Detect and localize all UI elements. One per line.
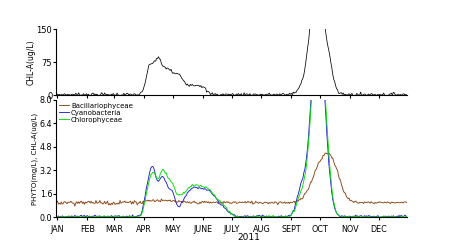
Chlorophyceae [194,183,199,186]
Chlorophyceae [54,215,59,218]
Bacillariophyceae [72,205,77,208]
Line: Chlorophyceae: Chlorophyceae [56,39,406,217]
Cyanobacteria [151,166,156,169]
Bacillariophyceae [389,201,394,204]
Cyanobacteria [355,216,361,219]
Cyanobacteria [196,186,201,189]
Bacillariophyceae [403,201,409,204]
Y-axis label: CHL-A(ug/L): CHL-A(ug/L) [26,40,35,85]
Cyanobacteria [314,36,319,39]
Bacillariophyceae [151,198,156,201]
Chlorophyceae [55,216,61,219]
Line: Bacillariophyceae: Bacillariophyceae [56,153,406,206]
Legend: Bacillariophyceae, Cyanobacteria, Chlorophyceae: Bacillariophyceae, Cyanobacteria, Chloro… [59,102,133,123]
Line: Cyanobacteria: Cyanobacteria [56,38,406,217]
Chlorophyceae [129,215,134,218]
Cyanobacteria [54,215,59,218]
Cyanobacteria [56,216,62,219]
Y-axis label: PHYTO(mg/L), CHL-A(ug/L): PHYTO(mg/L), CHL-A(ug/L) [32,112,38,204]
Bacillariophyceae [54,201,59,204]
Cyanobacteria [389,216,394,219]
Cyanobacteria [194,186,199,189]
Cyanobacteria [403,216,409,219]
Chlorophyceae [151,171,156,174]
Chlorophyceae [403,215,409,218]
Chlorophyceae [389,216,394,219]
Bacillariophyceae [129,203,134,205]
Chlorophyceae [355,215,361,218]
Text: 2011: 2011 [237,233,259,242]
Cyanobacteria [129,216,134,219]
Chlorophyceae [196,185,201,188]
Bacillariophyceae [322,152,328,154]
Chlorophyceae [315,38,320,41]
Bacillariophyceae [194,202,199,205]
Bacillariophyceae [196,202,201,205]
Bacillariophyceae [355,202,361,205]
